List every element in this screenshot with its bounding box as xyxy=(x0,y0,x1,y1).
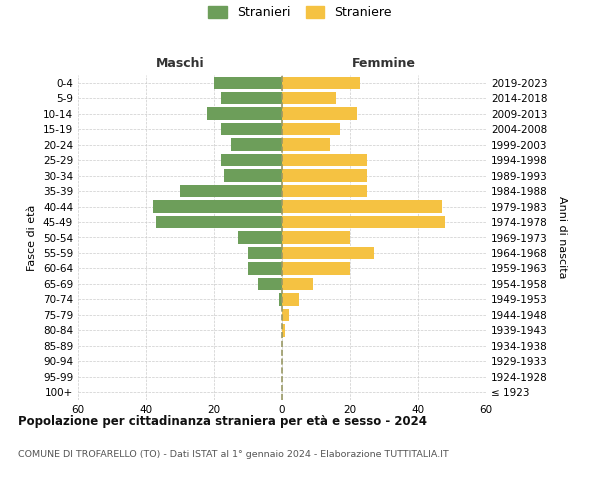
Bar xyxy=(224,170,282,182)
Bar xyxy=(282,154,367,166)
Bar xyxy=(282,123,340,136)
Bar xyxy=(153,200,282,212)
Bar xyxy=(282,170,367,182)
Bar xyxy=(282,247,374,259)
Bar xyxy=(278,293,282,306)
Legend: Stranieri, Straniere: Stranieri, Straniere xyxy=(208,6,392,19)
Bar xyxy=(214,76,282,89)
Text: COMUNE DI TROFARELLO (TO) - Dati ISTAT al 1° gennaio 2024 - Elaborazione TUTTITA: COMUNE DI TROFARELLO (TO) - Dati ISTAT a… xyxy=(18,450,449,459)
Bar xyxy=(282,293,299,306)
Bar xyxy=(282,216,445,228)
Bar xyxy=(231,138,282,151)
Bar xyxy=(282,308,289,321)
Bar xyxy=(282,278,313,290)
Bar xyxy=(156,216,282,228)
Bar xyxy=(221,123,282,136)
Bar xyxy=(282,200,442,212)
Bar xyxy=(282,76,360,89)
Bar xyxy=(282,92,337,104)
Text: Maschi: Maschi xyxy=(155,57,205,70)
Bar xyxy=(248,262,282,274)
Text: Popolazione per cittadinanza straniera per età e sesso - 2024: Popolazione per cittadinanza straniera p… xyxy=(18,415,427,428)
Bar xyxy=(282,324,286,336)
Bar xyxy=(282,232,350,243)
Bar xyxy=(248,247,282,259)
Bar xyxy=(221,154,282,166)
Bar xyxy=(282,108,357,120)
Bar xyxy=(282,138,329,151)
Bar xyxy=(238,232,282,243)
Bar xyxy=(221,92,282,104)
Bar xyxy=(282,262,350,274)
Bar xyxy=(207,108,282,120)
Bar xyxy=(282,185,367,198)
Bar xyxy=(258,278,282,290)
Text: Femmine: Femmine xyxy=(352,57,416,70)
Bar xyxy=(180,185,282,198)
Y-axis label: Fasce di età: Fasce di età xyxy=(28,204,37,270)
Y-axis label: Anni di nascita: Anni di nascita xyxy=(557,196,567,279)
